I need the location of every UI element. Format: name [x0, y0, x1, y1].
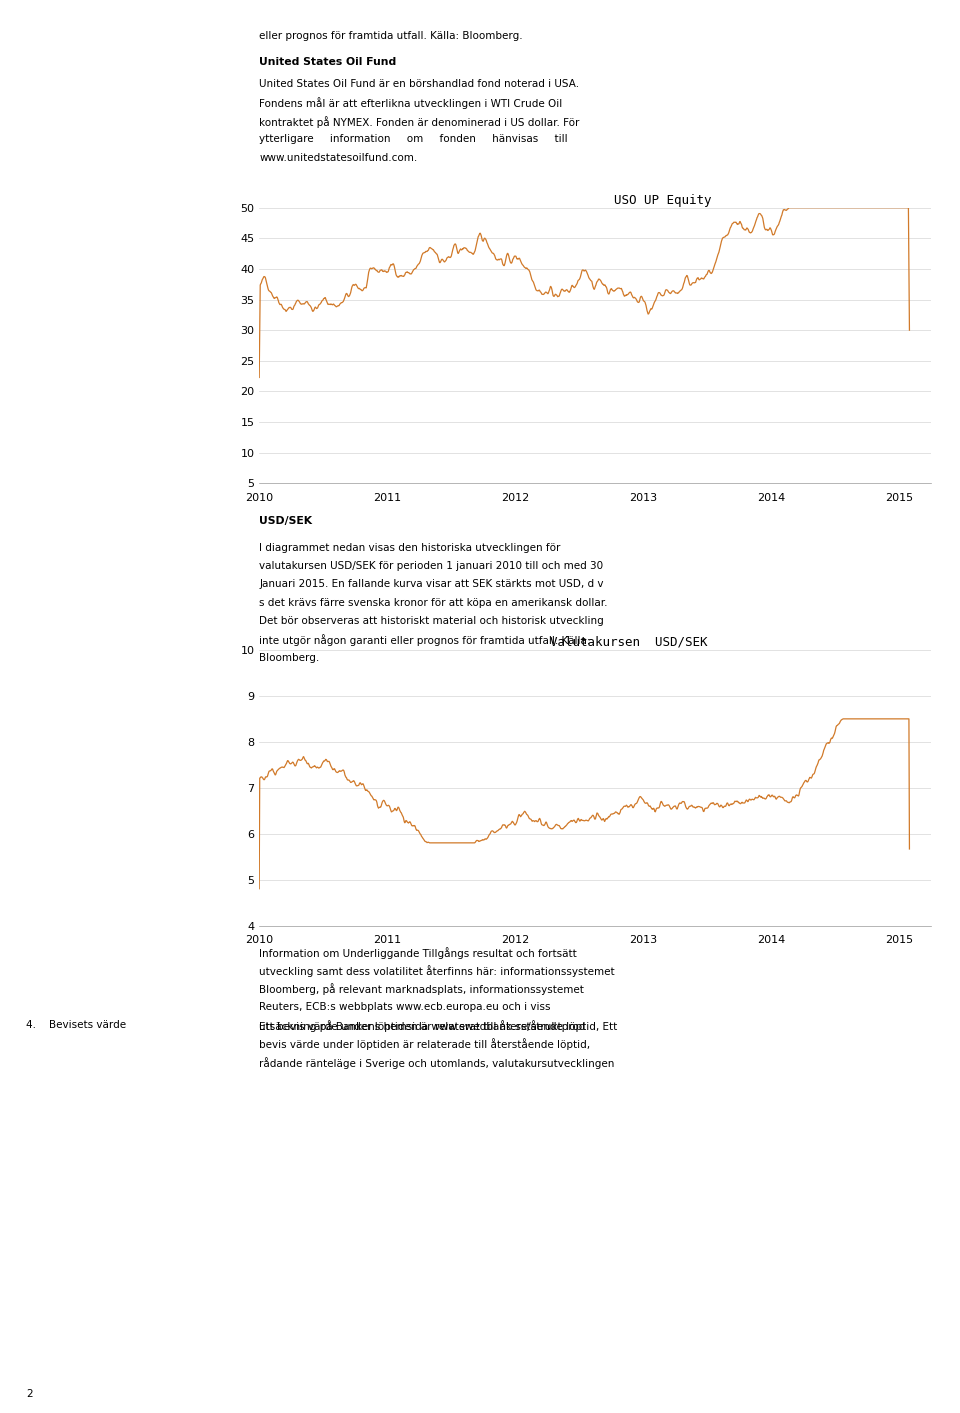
Text: Fondens mål är att efterlikna utvecklingen i WTI Crude Oil: Fondens mål är att efterlikna utveckling…	[259, 97, 563, 109]
Text: eller prognos för framtida utfall. Källa: Bloomberg.: eller prognos för framtida utfall. Källa…	[259, 31, 523, 41]
Text: kontraktet på NYMEX. Fonden är denominerad i US dollar. För: kontraktet på NYMEX. Fonden är denominer…	[259, 116, 580, 127]
Text: Det bör observeras att historiskt material och historisk utveckling: Det bör observeras att historiskt materi…	[259, 616, 604, 626]
Text: I diagrammet nedan visas den historiska utvecklingen för: I diagrammet nedan visas den historiska …	[259, 543, 561, 552]
Title: Valutakursen  USD/SEK: Valutakursen USD/SEK	[550, 636, 708, 649]
Text: s det krävs färre svenska kronor för att köpa en amerikansk dollar.: s det krävs färre svenska kronor för att…	[259, 598, 608, 608]
Text: USD/SEK: USD/SEK	[259, 516, 312, 526]
Text: 2: 2	[26, 1389, 33, 1399]
Text: Januari 2015. En fallande kurva visar att SEK stärkts mot USD, d v: Januari 2015. En fallande kurva visar at…	[259, 579, 604, 589]
Text: Bloomberg, på relevant marknadsplats, informationssystemet: Bloomberg, på relevant marknadsplats, in…	[259, 983, 584, 995]
Text: ytterligare     information     om     fonden     hänvisas     till: ytterligare information om fonden hänvis…	[259, 134, 567, 144]
Text: Reuters, ECB:s webbplats www.ecb.europa.eu och i viss: Reuters, ECB:s webbplats www.ecb.europa.…	[259, 1002, 551, 1012]
Text: 4.    Bevisets värde: 4. Bevisets värde	[26, 1020, 126, 1030]
Text: inte utgör någon garanti eller prognos för framtida utfall. Källa:: inte utgör någon garanti eller prognos f…	[259, 634, 590, 646]
Text: www.unitedstatesoilfund.com.: www.unitedstatesoilfund.com.	[259, 153, 418, 162]
Text: United States Oil Fund: United States Oil Fund	[259, 57, 396, 66]
Text: rådande ränteläge i Sverige och utomlands, valutakursutvecklingen: rådande ränteläge i Sverige och utomland…	[259, 1057, 614, 1068]
Text: bevis värde under löptiden är relaterade till återstående löptid,: bevis värde under löptiden är relaterade…	[259, 1039, 590, 1050]
Text: United States Oil Fund är en börshandlad fond noterad i USA.: United States Oil Fund är en börshandlad…	[259, 79, 579, 89]
Text: Information om Underliggande Tillgångs resultat och fortsätt: Information om Underliggande Tillgångs r…	[259, 947, 577, 958]
Text: Ett bevis värde under löptiden är relaterat till återstående löptid, Ett: Ett bevis värde under löptiden är relate…	[259, 1020, 617, 1031]
Text: utveckling samt dess volatilitet återfinns här: informationssystemet: utveckling samt dess volatilitet återfin…	[259, 965, 614, 976]
Text: valutakursen USD/SEK för perioden 1 januari 2010 till och med 30: valutakursen USD/SEK för perioden 1 janu…	[259, 561, 603, 571]
Title: USO UP Equity: USO UP Equity	[613, 194, 711, 206]
Text: Bloomberg.: Bloomberg.	[259, 653, 320, 663]
Text: utsäckning på Bankens hemsida www.swedbank.se/struktprod: utsäckning på Bankens hemsida www.swedba…	[259, 1020, 586, 1031]
